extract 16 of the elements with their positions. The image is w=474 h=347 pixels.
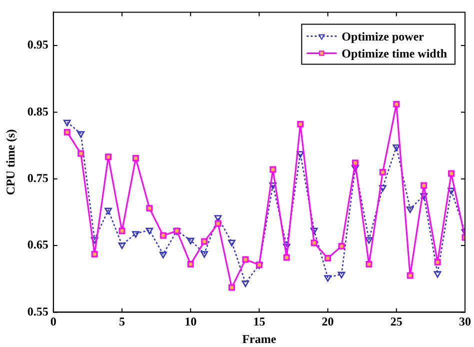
x-tick-label: 10 [184, 314, 197, 328]
x-axis-title: Frame [242, 332, 277, 346]
y-tick-label: 0.95 [27, 38, 48, 52]
x-tick-label: 0 [50, 314, 56, 328]
x-tick-label: 30 [459, 314, 471, 328]
x-tick-label: 25 [390, 314, 402, 328]
legend-label: Optimize power [342, 29, 425, 44]
y-tick-label: 0.85 [27, 104, 48, 118]
y-tick-label: 0.75 [27, 170, 48, 185]
x-tick-label: 15 [253, 314, 266, 328]
x-tick-label: 5 [119, 314, 125, 328]
y-tick-label: 0.55 [27, 304, 48, 318]
y-tick-label: 0.65 [27, 238, 48, 252]
x-tick-label: 20 [322, 314, 334, 328]
y-axis-title: CPU time (s) [3, 129, 18, 196]
legend-label: Optimize time width [342, 46, 448, 60]
